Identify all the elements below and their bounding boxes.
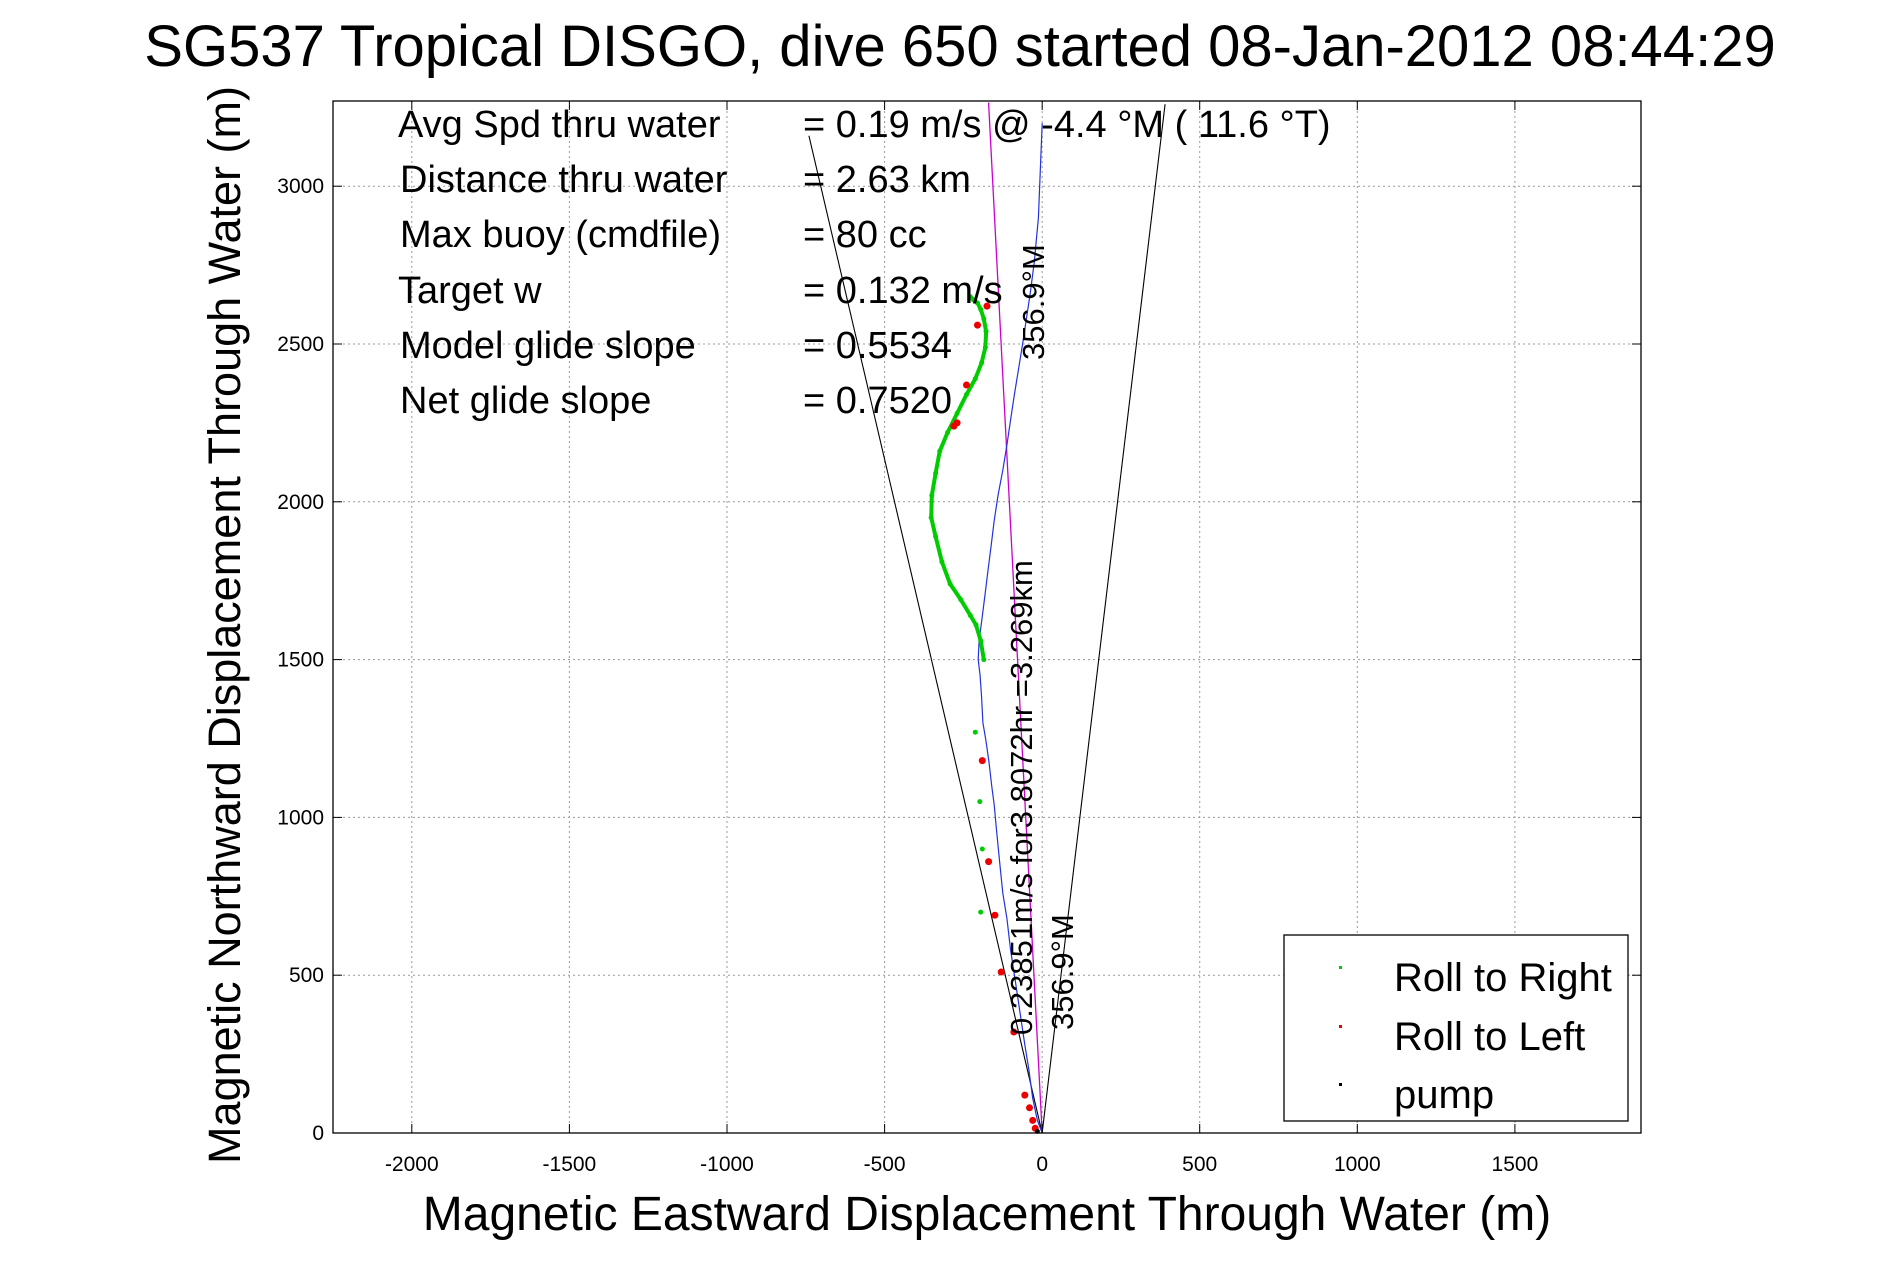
series-roll-to-right-point-18 [983, 328, 989, 334]
info-label-avg-speed: Avg Spd thru water [398, 104, 721, 146]
series-roll-to-left-point-12 [1029, 1116, 1037, 1124]
x-tick-label-1: -1500 [543, 1153, 597, 1176]
info-value-avg-speed: = 0.19 m/s @ -4.4 °M ( 11.6 °T) [803, 104, 1331, 146]
legend-label-pump: pump [1394, 1073, 1494, 1117]
x-tick-label-2: -1000 [700, 1153, 754, 1176]
series-roll-to-left-point-2 [963, 381, 970, 389]
legend-label-roll-right: Roll to Right [1394, 956, 1612, 1000]
x-tick-label-5: 500 [1182, 1153, 1217, 1176]
y-tick-label-5: 2500 [277, 333, 324, 356]
series-roll-to-right-point-1 [978, 638, 984, 644]
heading-annotation-bottom: 356.9°M [1045, 914, 1080, 1030]
series-roll-to-right-point-8 [928, 515, 934, 521]
series-roll-to-left-point-7 [991, 911, 999, 919]
plot-area-frame [332, 100, 1642, 1134]
data-marks [928, 294, 1040, 1134]
series-roll-to-left-point-4 [950, 422, 958, 430]
series-roll-to-right-point-24 [972, 729, 978, 735]
series-roll-to-right-point-26 [979, 846, 985, 852]
legend: Roll to Right Roll to Left pump [1283, 934, 1629, 1122]
series-roll-to-left-point-6 [985, 858, 993, 866]
series-roll-to-right-point-13 [954, 410, 960, 416]
series-roll-to-right-point-25 [977, 799, 983, 805]
legend-label-roll-left: Roll to Left [1394, 1015, 1585, 1059]
series-roll-to-right-point-10 [933, 470, 939, 476]
x-tick-label-7: 1500 [1492, 1153, 1539, 1176]
series-roll-to-right-point-3 [967, 612, 973, 618]
legend-marker-roll-left [1339, 1025, 1342, 1028]
dive-track-line [977, 123, 1043, 1134]
legend-marker-roll-right [1339, 966, 1342, 969]
heading-line [987, 102, 1043, 1134]
series-roll-to-left-point-5 [978, 757, 986, 765]
series-roll-to-right-point-7 [933, 534, 939, 539]
x-tick-label-6: 1000 [1334, 1153, 1381, 1176]
series-roll-to-right-point-19 [981, 316, 987, 322]
series-roll-to-left-point-11 [1026, 1104, 1033, 1112]
series-roll-to-right-point-21 [975, 300, 980, 306]
series-roll-to-right-point-27 [978, 909, 984, 915]
y-axis-label: Magnetic Northward Displacement Through … [199, 86, 250, 1164]
x-tick-label-3: -500 [864, 1153, 906, 1176]
chart-title: SG537 Tropical DISGO, dive 650 started 0… [144, 14, 1775, 79]
y-tick-label-3: 1500 [277, 649, 324, 672]
axis-ticks: -2000 -1500 -1000 -500 0 500 1000 1500 0 500 1000 1… [277, 101, 1641, 1176]
track-layer [977, 123, 1043, 1134]
series-roll-to-right-point-23 [967, 294, 973, 300]
info-label-distance: Distance thru water [400, 159, 728, 201]
series-roll-to-right-point-15 [972, 376, 978, 382]
y-tick-label-0: 0 [312, 1122, 324, 1145]
reference-lines [808, 102, 1166, 1134]
info-label-max-buoy: Max buoy (cmdfile) [400, 214, 721, 256]
speed-annotation: 0.23851m/s for3.8072hr =3.269km [1004, 560, 1039, 1035]
y-tick-label-1: 500 [289, 964, 324, 987]
info-panel: Avg Spd thru water = 0.19 m/s @ -4.4 °M … [398, 104, 1331, 422]
heading-annotation-top: 356.9°M [1016, 244, 1051, 360]
series-roll-to-right-point-20 [978, 306, 984, 312]
series-roll-to-right-point-4 [958, 597, 964, 603]
series-roll-to-right-point-11 [937, 448, 943, 454]
x-tick-label-4: 0 [1036, 1153, 1048, 1176]
series-roll-to-left-point-9 [1010, 1028, 1018, 1036]
series-roll-to-left-point-10 [1021, 1091, 1029, 1099]
y-tick-label-4: 2000 [277, 491, 324, 514]
info-label-model-glide: Model glide slope [400, 325, 696, 367]
series-roll-to-right-point-16 [979, 360, 985, 366]
x-axis-label: Magnetic Eastward Displacement Through W… [423, 1188, 1551, 1241]
series-roll-to-right-point-12 [945, 429, 951, 435]
info-label-target-w: Target w [398, 270, 542, 312]
series-roll-to-right-point-0 [981, 657, 987, 663]
series-roll-to-right-point-9 [929, 493, 935, 498]
info-label-net-glide: Net glide slope [400, 380, 651, 422]
series-roll-to-left-point-1 [974, 321, 981, 329]
info-value-model-glide: = 0.5534 [803, 325, 952, 367]
cone-line-0 [808, 135, 1043, 1134]
cone-line-1 [1041, 104, 1166, 1134]
series-roll-to-left-point-0 [983, 302, 991, 310]
x-tick-label-0: -2000 [385, 1153, 439, 1176]
series-roll-to-right-point-2 [973, 622, 979, 628]
series-roll-to-left-point-8 [997, 968, 1005, 976]
series-roll-to-right-point-22 [970, 297, 976, 303]
info-value-max-buoy: = 80 cc [803, 214, 927, 256]
info-value-distance: = 2.63 km [803, 159, 971, 201]
info-value-net-glide: = 0.7520 [803, 380, 952, 422]
series-roll-to-right-point-5 [947, 581, 953, 587]
legend-marker-pump [1339, 1083, 1342, 1086]
y-tick-label-2: 1000 [277, 806, 324, 829]
series-roll-to-right-point-17 [982, 344, 988, 350]
y-tick-label-6: 3000 [277, 175, 324, 198]
series-roll-to-right-point-14 [964, 392, 969, 397]
series-roll-to-right-point-6 [939, 559, 945, 565]
info-value-target-w: = 0.132 m/s [803, 270, 1003, 312]
